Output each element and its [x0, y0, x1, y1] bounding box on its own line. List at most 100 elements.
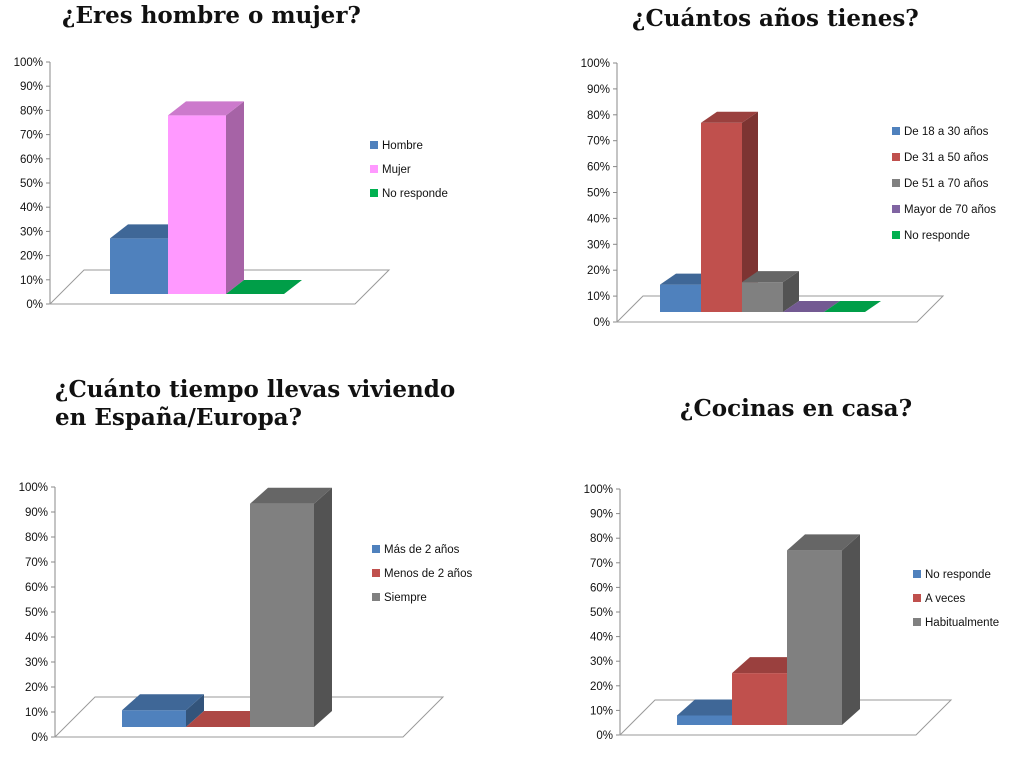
legend-label: No responde [904, 230, 970, 242]
y-tick-label: 30% [590, 656, 613, 668]
bar-top [824, 301, 881, 312]
bar-side [186, 694, 204, 727]
legend-swatch [370, 189, 378, 197]
bar-top [186, 711, 268, 727]
bar-front [660, 284, 701, 312]
y-tick-label: 70% [587, 136, 610, 148]
bar [168, 101, 244, 294]
legend-swatch [372, 545, 380, 553]
y-tick-label: 50% [590, 607, 613, 619]
chart-title: ¿Cuánto tiempo llevas viviendo en España… [55, 376, 456, 432]
y-tick-label: 30% [25, 657, 48, 669]
y-tick-label: 70% [590, 558, 613, 570]
y-tick-label: 10% [20, 275, 43, 287]
bar-front [677, 715, 732, 725]
y-tick-label: 100% [581, 58, 610, 70]
legend-label: Mayor de 70 años [904, 204, 996, 216]
bar-top [168, 101, 244, 116]
legend-swatch [892, 205, 900, 213]
legend-swatch [913, 570, 921, 578]
y-tick-label: 100% [14, 57, 43, 69]
y-tick-label: 40% [20, 202, 43, 214]
y-tick-label: 0% [26, 299, 43, 311]
y-tick-label: 80% [587, 110, 610, 122]
legend-label: Hombre [382, 140, 423, 152]
chart-title: ¿Eres hombre o mujer? [62, 2, 361, 29]
bar-top [783, 301, 840, 312]
bar-side [314, 487, 332, 727]
bar-front [742, 282, 783, 312]
bar [186, 711, 268, 727]
y-tick-label: 30% [587, 239, 610, 251]
bar-side [742, 111, 758, 312]
legend-label: Menos de 2 años [384, 568, 472, 580]
bar-top [226, 280, 302, 294]
legend-label: A veces [925, 593, 966, 605]
bar-top [787, 534, 860, 551]
y-tick-label: 10% [590, 705, 613, 717]
y-tick-label: 40% [25, 632, 48, 644]
bar [787, 534, 860, 725]
bar-side [783, 271, 799, 312]
bar-front [110, 238, 168, 294]
bar-top [250, 487, 332, 504]
bar-front [701, 122, 742, 312]
bar [783, 301, 840, 312]
legend-label: Mujer [382, 164, 411, 176]
legend-label: De 51 a 70 años [904, 178, 989, 190]
y-tick-label: 40% [587, 213, 610, 225]
bar-top [742, 271, 799, 283]
y-tick-label: 10% [25, 707, 48, 719]
y-tick-label: 100% [584, 484, 613, 496]
bar-top [110, 224, 186, 239]
bar [122, 694, 204, 727]
y-tick-label: 20% [25, 682, 48, 694]
bar [701, 111, 758, 312]
chart-title: ¿Cuántos años tienes? [632, 5, 919, 32]
legend-label: Habitualmente [925, 617, 999, 629]
chart-title: ¿Cocinas en casa? [680, 395, 913, 422]
y-tick-label: 20% [590, 681, 613, 693]
legend-label: Más de 2 años [384, 544, 460, 556]
legend-swatch [892, 127, 900, 135]
bar-front [168, 115, 226, 294]
legend-swatch [913, 594, 921, 602]
bar-front [732, 673, 787, 725]
legend-label: De 18 a 30 años [904, 126, 989, 138]
legend-label: No responde [382, 188, 448, 200]
y-tick-label: 80% [20, 105, 43, 117]
bar [824, 301, 881, 312]
y-tick-label: 60% [587, 162, 610, 174]
legend-swatch [372, 569, 380, 577]
legend-swatch [913, 618, 921, 626]
y-tick-label: 100% [19, 482, 48, 494]
bar-top [677, 699, 750, 716]
legend-swatch [892, 153, 900, 161]
y-tick-label: 90% [25, 507, 48, 519]
bar-front [122, 710, 186, 727]
legend-swatch [892, 231, 900, 239]
bar-front [250, 503, 314, 727]
y-tick-label: 70% [25, 557, 48, 569]
y-tick-label: 50% [20, 178, 43, 190]
bar [742, 271, 799, 312]
y-tick-label: 80% [25, 532, 48, 544]
legend-label: No responde [925, 569, 991, 581]
y-tick-label: 0% [31, 732, 48, 744]
bar-top [122, 694, 204, 711]
legend-label: De 31 a 50 años [904, 152, 989, 164]
y-tick-label: 40% [590, 632, 613, 644]
y-tick-label: 0% [593, 317, 610, 329]
y-tick-label: 60% [590, 582, 613, 594]
legend-swatch [372, 593, 380, 601]
bar-side [842, 534, 860, 725]
y-tick-label: 30% [20, 226, 43, 238]
bar [226, 280, 302, 294]
legend-swatch [892, 179, 900, 187]
y-tick-label: 80% [590, 533, 613, 545]
y-tick-label: 90% [587, 84, 610, 96]
bar-front [787, 550, 842, 725]
